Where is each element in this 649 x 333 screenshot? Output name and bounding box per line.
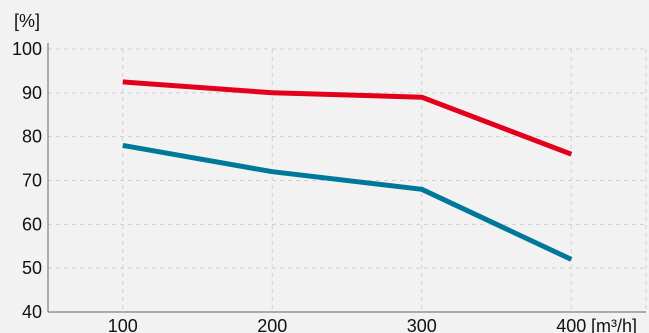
label-layer: [%] [m³/h] (14, 11, 637, 333)
series-layer (122, 79, 573, 262)
x-tick-label: 400 (556, 316, 586, 333)
x-tick-label: 100 (108, 316, 138, 333)
y-axis-unit-label: [%] (14, 11, 40, 31)
y-tick-label: 100 (12, 39, 42, 59)
y-tick-label: 80 (22, 127, 42, 147)
y-tick-label: 60 (22, 214, 42, 234)
x-tick-label: 200 (257, 316, 287, 333)
axis-layer: 40 50 60 70 80 90 100 100 200 300 400 (12, 39, 646, 333)
x-axis-unit-label: [m³/h] (591, 316, 637, 333)
x-tick-label: 300 (407, 316, 437, 333)
series-2-line (122, 142, 573, 262)
y-tick-label: 90 (22, 83, 42, 103)
series-1-line (122, 79, 573, 157)
y-tick-label: 50 (22, 258, 42, 278)
y-tick-label: 40 (22, 302, 42, 322)
y-tick-label: 70 (22, 171, 42, 191)
